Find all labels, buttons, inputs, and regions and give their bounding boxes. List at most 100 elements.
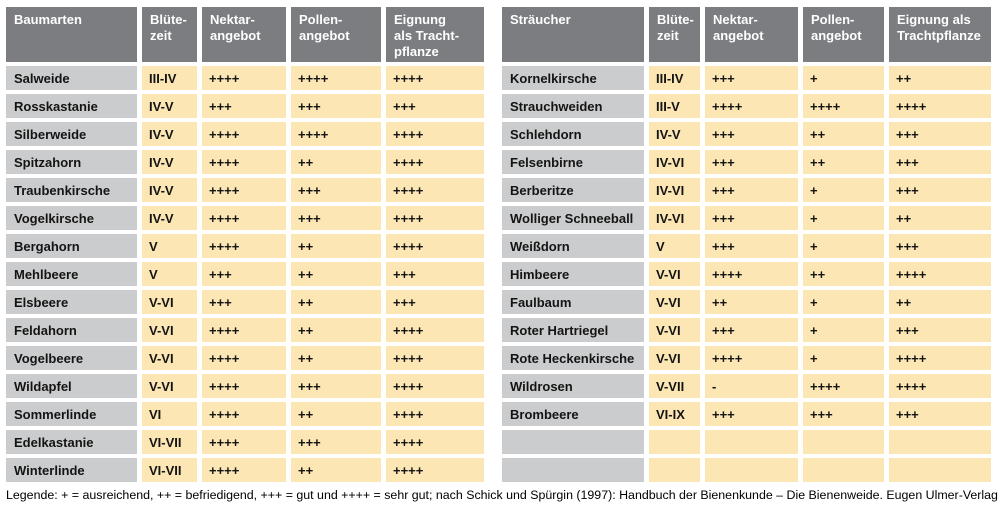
- value-cell: ++++: [705, 262, 798, 286]
- trees-column-header: Nektar- angebot: [202, 7, 286, 62]
- value-cell: ++++: [202, 66, 286, 90]
- value-cell: +++: [889, 122, 991, 146]
- value-cell: +++: [386, 262, 484, 286]
- value-cell: ++++: [386, 206, 484, 230]
- value-cell: V-VI: [649, 290, 700, 314]
- value-cell: +++: [803, 402, 884, 426]
- value-cell: [705, 430, 798, 454]
- value-cell: +++: [705, 206, 798, 230]
- value-cell: VI-IX: [649, 402, 700, 426]
- value-cell: ++: [291, 346, 381, 370]
- shrubs-table: Sträucher Blüte- zeit Nektar- angebot Polle…: [502, 7, 991, 482]
- plant-name-cell: Brombeere: [502, 402, 644, 426]
- value-cell: ++: [291, 262, 381, 286]
- value-cell: ++++: [803, 374, 884, 398]
- value-cell: +++: [291, 178, 381, 202]
- value-cell: ++++: [386, 66, 484, 90]
- plant-name-cell: Spitzahorn: [6, 150, 137, 174]
- value-cell: ++++: [202, 178, 286, 202]
- value-cell: [803, 430, 884, 454]
- value-cell: +++: [889, 402, 991, 426]
- value-cell: ++: [803, 262, 884, 286]
- value-cell: +: [803, 206, 884, 230]
- value-cell: +: [803, 318, 884, 342]
- value-cell: ++++: [386, 458, 484, 482]
- value-cell: ++++: [803, 94, 884, 118]
- value-cell: ++: [291, 458, 381, 482]
- plant-name-cell: [502, 458, 644, 482]
- value-cell: ++++: [386, 178, 484, 202]
- value-cell: V-VI: [142, 318, 197, 342]
- value-cell: [889, 458, 991, 482]
- value-cell: +++: [291, 430, 381, 454]
- plant-name-cell: Mehlbeere: [6, 262, 137, 286]
- value-cell: ++++: [202, 374, 286, 398]
- value-cell: +: [803, 234, 884, 258]
- value-cell: [889, 430, 991, 454]
- value-cell: ++++: [202, 206, 286, 230]
- value-cell: ++++: [202, 234, 286, 258]
- value-cell: +++: [202, 262, 286, 286]
- value-cell: ++++: [889, 262, 991, 286]
- value-cell: III-IV: [142, 66, 197, 90]
- value-cell: +++: [705, 234, 798, 258]
- value-cell: VI: [142, 402, 197, 426]
- value-cell: +++: [889, 150, 991, 174]
- value-cell: +++: [889, 178, 991, 202]
- shrubs-column-header: Blüte- zeit: [649, 7, 700, 62]
- value-cell: ++: [291, 402, 381, 426]
- value-cell: ++: [803, 122, 884, 146]
- value-cell: ++++: [202, 458, 286, 482]
- value-cell: ++++: [291, 122, 381, 146]
- value-cell: IV-VI: [649, 206, 700, 230]
- plant-name-cell: Rote Heckenkirsche: [502, 346, 644, 370]
- value-cell: [705, 458, 798, 482]
- value-cell: ++++: [386, 346, 484, 370]
- value-cell: +++: [705, 66, 798, 90]
- value-cell: ++: [803, 150, 884, 174]
- value-cell: +++: [705, 318, 798, 342]
- value-cell: ++++: [202, 150, 286, 174]
- value-cell: IV-V: [142, 150, 197, 174]
- shrubs-column-header: Sträucher: [502, 7, 644, 62]
- value-cell: ++: [889, 66, 991, 90]
- value-cell: V: [142, 234, 197, 258]
- value-cell: V-VI: [649, 318, 700, 342]
- plant-name-cell: Wildrosen: [502, 374, 644, 398]
- value-cell: ++++: [386, 402, 484, 426]
- value-cell: IV-V: [142, 206, 197, 230]
- value-cell: ++++: [386, 430, 484, 454]
- value-cell: ++++: [202, 346, 286, 370]
- value-cell: V-VI: [142, 290, 197, 314]
- value-cell: +++: [202, 290, 286, 314]
- value-cell: V: [142, 262, 197, 286]
- value-cell: ++: [291, 234, 381, 258]
- plant-name-cell: Wolliger Schneeball: [502, 206, 644, 230]
- plant-name-cell: [502, 430, 644, 454]
- value-cell: ++++: [386, 234, 484, 258]
- plant-name-cell: Wildapfel: [6, 374, 137, 398]
- value-cell: ++++: [889, 346, 991, 370]
- trees-column-header: Baumarten: [6, 7, 137, 62]
- value-cell: +: [803, 66, 884, 90]
- plant-name-cell: Silberweide: [6, 122, 137, 146]
- shrubs-column-header: Eignung als Trachtpflanze: [889, 7, 991, 62]
- value-cell: +++: [291, 206, 381, 230]
- plant-name-cell: Rosskastanie: [6, 94, 137, 118]
- value-cell: +++: [889, 234, 991, 258]
- value-cell: IV-VI: [649, 150, 700, 174]
- value-cell: ++: [889, 206, 991, 230]
- value-cell: ++++: [202, 402, 286, 426]
- plant-name-cell: Berberitze: [502, 178, 644, 202]
- value-cell: +: [803, 290, 884, 314]
- value-cell: V: [649, 234, 700, 258]
- plant-name-cell: Faulbaum: [502, 290, 644, 314]
- plant-name-cell: Traubenkirsche: [6, 178, 137, 202]
- legend-text: Legende: + = ausreichend, ++ = befriedig…: [6, 488, 998, 502]
- value-cell: V-VII: [649, 374, 700, 398]
- value-cell: +: [803, 346, 884, 370]
- value-cell: ++++: [202, 318, 286, 342]
- plant-name-cell: Feldahorn: [6, 318, 137, 342]
- value-cell: ++: [291, 290, 381, 314]
